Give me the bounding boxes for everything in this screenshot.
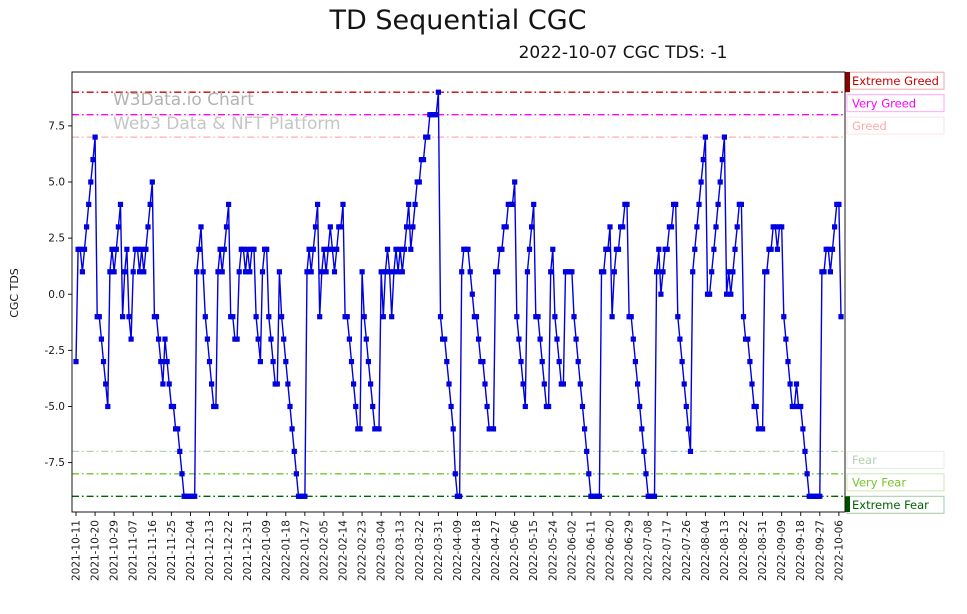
y-tick-label: 7.5: [48, 120, 65, 132]
x-tick-label: 2022-05-06: [509, 520, 521, 581]
watermark-line2: Web3 Data & NFT Platform: [113, 114, 341, 134]
x-tick-label: 2021-12-31: [242, 520, 254, 581]
y-tick-label: 5.0: [48, 177, 65, 189]
x-tick-label: 2022-03-22: [414, 520, 426, 581]
y-tick-label: 0.0: [48, 289, 65, 301]
x-tick-label: 2022-02-14: [338, 520, 350, 581]
y-tick-label: -2.5: [45, 345, 66, 357]
x-tick-label: 2022-03-31: [433, 520, 445, 581]
x-tick-label: 2022-02-23: [357, 520, 369, 581]
zone-label-greed: Greed: [852, 119, 887, 133]
zone-box-greed: [846, 116, 945, 135]
x-tick-label: 2021-10-11: [71, 520, 83, 581]
zone-label-very-fear: Very Fear: [852, 476, 906, 490]
y-axis-label: CGC TDS: [8, 268, 21, 318]
x-tick-label: 2022-08-13: [719, 520, 731, 581]
x-tick-label: 2022-07-26: [681, 520, 693, 581]
y-tick-label: -7.5: [45, 457, 66, 469]
zone-label-very-greed: Very Greed: [852, 96, 916, 110]
x-tick-label: 2021-11-07: [128, 520, 140, 581]
x-tick-label: 2022-06-02: [566, 520, 578, 581]
x-tick-label: 2021-12-22: [223, 520, 235, 581]
chart-subtitle: 2022-10-07 CGC TDS: -1: [518, 43, 728, 63]
x-tick-label: 2022-06-20: [605, 520, 617, 581]
x-tick-label: 2022-06-11: [585, 520, 597, 581]
x-tick-label: 2022-07-17: [662, 520, 674, 581]
x-tick-label: 2022-03-04: [376, 520, 388, 581]
x-tick-label: 2022-01-09: [261, 520, 273, 581]
y-tick-label: -5.0: [45, 401, 66, 413]
x-tick-label: 2022-06-29: [624, 520, 636, 581]
zone-label-extreme-greed: Extreme Greed: [852, 74, 939, 88]
x-tick-label: 2022-05-24: [547, 520, 559, 581]
zone-edge-bar-extreme-greed: [845, 72, 850, 93]
x-tick-label: 2021-11-16: [147, 520, 159, 581]
x-tick-label: 2022-09-09: [776, 520, 788, 581]
x-tick-label: 2022-05-15: [528, 520, 540, 581]
x-tick-label: 2021-10-20: [90, 520, 102, 581]
x-tick-label: 2022-03-13: [395, 520, 407, 581]
x-tick-label: 2022-09-18: [795, 520, 807, 581]
x-tick-label: 2021-12-04: [185, 520, 197, 581]
x-tick-label: 2022-04-18: [471, 520, 483, 581]
x-axis: 2021-10-11 2021-10-20 2021-10-29 2021-11-07…: [71, 512, 845, 581]
watermark-line1: W3Data.io Chart: [113, 90, 254, 110]
chart-title: TD Sequential CGC: [329, 5, 587, 36]
y-tick-label: 2.5: [48, 233, 65, 245]
x-tick-label: 2022-08-04: [700, 520, 712, 581]
x-tick-label: 2021-11-25: [166, 520, 178, 581]
x-tick-label: 2021-12-13: [204, 520, 216, 581]
zone-box-very-fear: [846, 473, 945, 492]
x-tick-label: 2022-01-18: [280, 520, 292, 581]
x-tick-label: 2022-04-27: [490, 520, 502, 581]
x-tick-label: 2021-10-29: [109, 520, 121, 581]
x-tick-label: 2022-08-22: [738, 520, 750, 581]
series-markers: [73, 89, 844, 499]
zone-box-very-greed: [846, 94, 945, 113]
plot-border: [71, 71, 846, 513]
x-tick-label: 2022-04-09: [452, 520, 464, 581]
x-tick-label: 2022-08-31: [757, 520, 769, 581]
zone-box-fear: [846, 450, 945, 469]
x-tick-label: 2022-01-27: [299, 520, 311, 581]
zone-label-extreme-fear: Extreme Fear: [852, 498, 929, 512]
zone-edge-bar-extreme-fear: [845, 496, 850, 512]
x-tick-label: 2022-02-05: [318, 520, 330, 581]
x-tick-label: 2022-09-27: [814, 520, 826, 581]
zone-label-fear: Fear: [852, 453, 877, 467]
x-tick-label: 2022-10-06: [833, 520, 845, 581]
y-axis: 7.5 5.0 2.5 0.0 -2.5 -5.0 -7.5: [45, 120, 72, 469]
x-tick-label: 2022-07-08: [643, 520, 655, 581]
